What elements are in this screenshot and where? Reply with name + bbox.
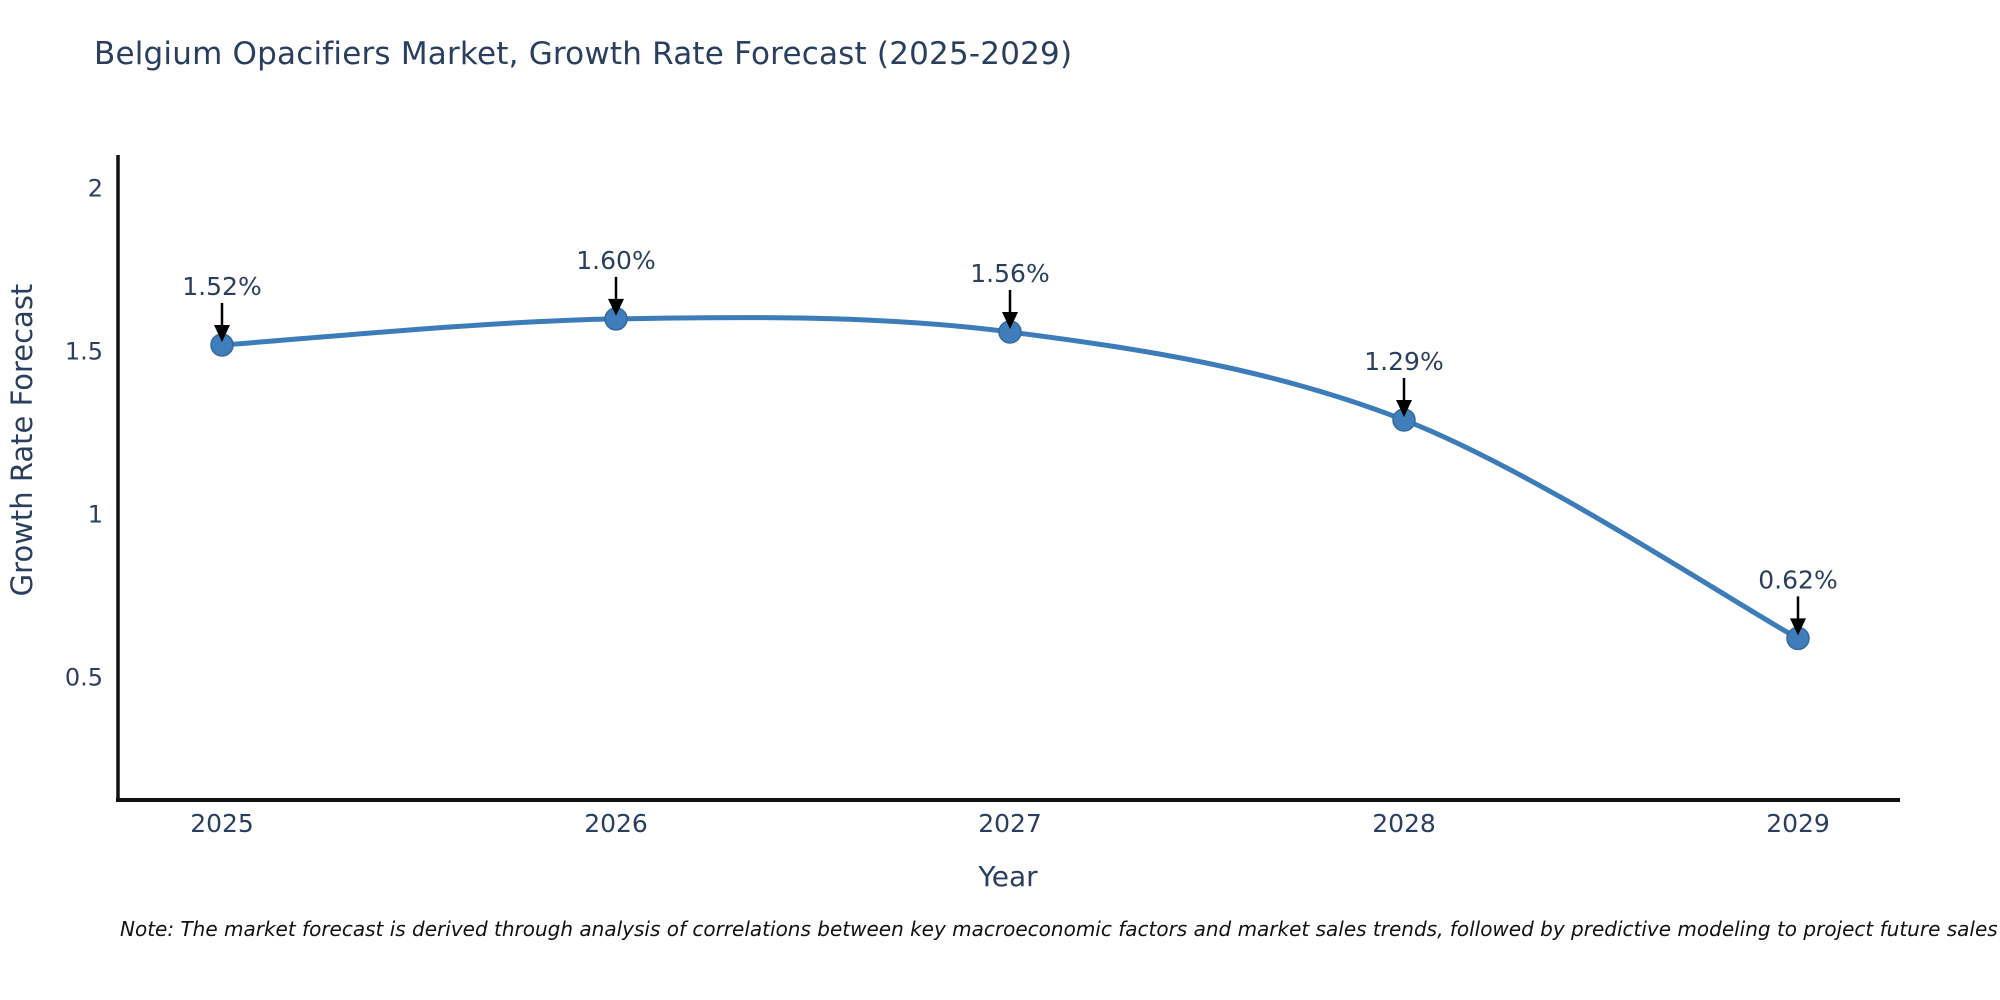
- y-axis-title: Growth Rate Forecast: [5, 284, 39, 597]
- annotation-arrowhead-icon: [1396, 399, 1412, 417]
- x-tick-label: 2028: [1372, 809, 1436, 838]
- x-axis-title: Year: [977, 860, 1038, 893]
- footnote: Note: The market forecast is derived thr…: [120, 917, 1998, 941]
- x-tick-label: 2027: [978, 809, 1042, 838]
- axis-titles: Year Growth Rate Forecast: [5, 284, 1038, 893]
- point-value-label: 1.56%: [970, 259, 1049, 288]
- y-axis-tick-labels: 2 1.5 1 0.5: [65, 175, 103, 692]
- y-tick-label: 0.5: [65, 664, 103, 692]
- data-point-markers: [210, 307, 1810, 651]
- point-value-label: 1.52%: [182, 272, 261, 301]
- y-tick-label: 1: [88, 501, 103, 529]
- x-tick-label: 2025: [190, 809, 254, 838]
- forecast-line: [219, 315, 1801, 641]
- chart-title: Belgium Opacifiers Market, Growth Rate F…: [94, 36, 1073, 72]
- annotation-arrowhead-icon: [214, 324, 230, 342]
- annotation-arrowhead-icon: [608, 298, 624, 316]
- point-value-label: 1.60%: [576, 246, 655, 275]
- data-series-line: [219, 315, 1801, 641]
- point-annotations: 1.52% 1.60% 1.56% 1.29% 0.62%: [182, 246, 1838, 636]
- x-tick-label: 2026: [584, 809, 648, 838]
- annotation-arrowhead-icon: [1002, 311, 1018, 329]
- y-tick-label: 1.5: [65, 338, 103, 366]
- point-value-label: 1.29%: [1364, 347, 1443, 376]
- y-tick-label: 2: [88, 175, 103, 203]
- axes: [116, 155, 1900, 802]
- point-value-label: 0.62%: [1758, 565, 1837, 594]
- x-tick-label: 2029: [1766, 809, 1830, 838]
- annotation-arrowhead-icon: [1790, 618, 1806, 636]
- x-axis-tick-labels: 2025 2026 2027 2028 2029: [190, 809, 1830, 838]
